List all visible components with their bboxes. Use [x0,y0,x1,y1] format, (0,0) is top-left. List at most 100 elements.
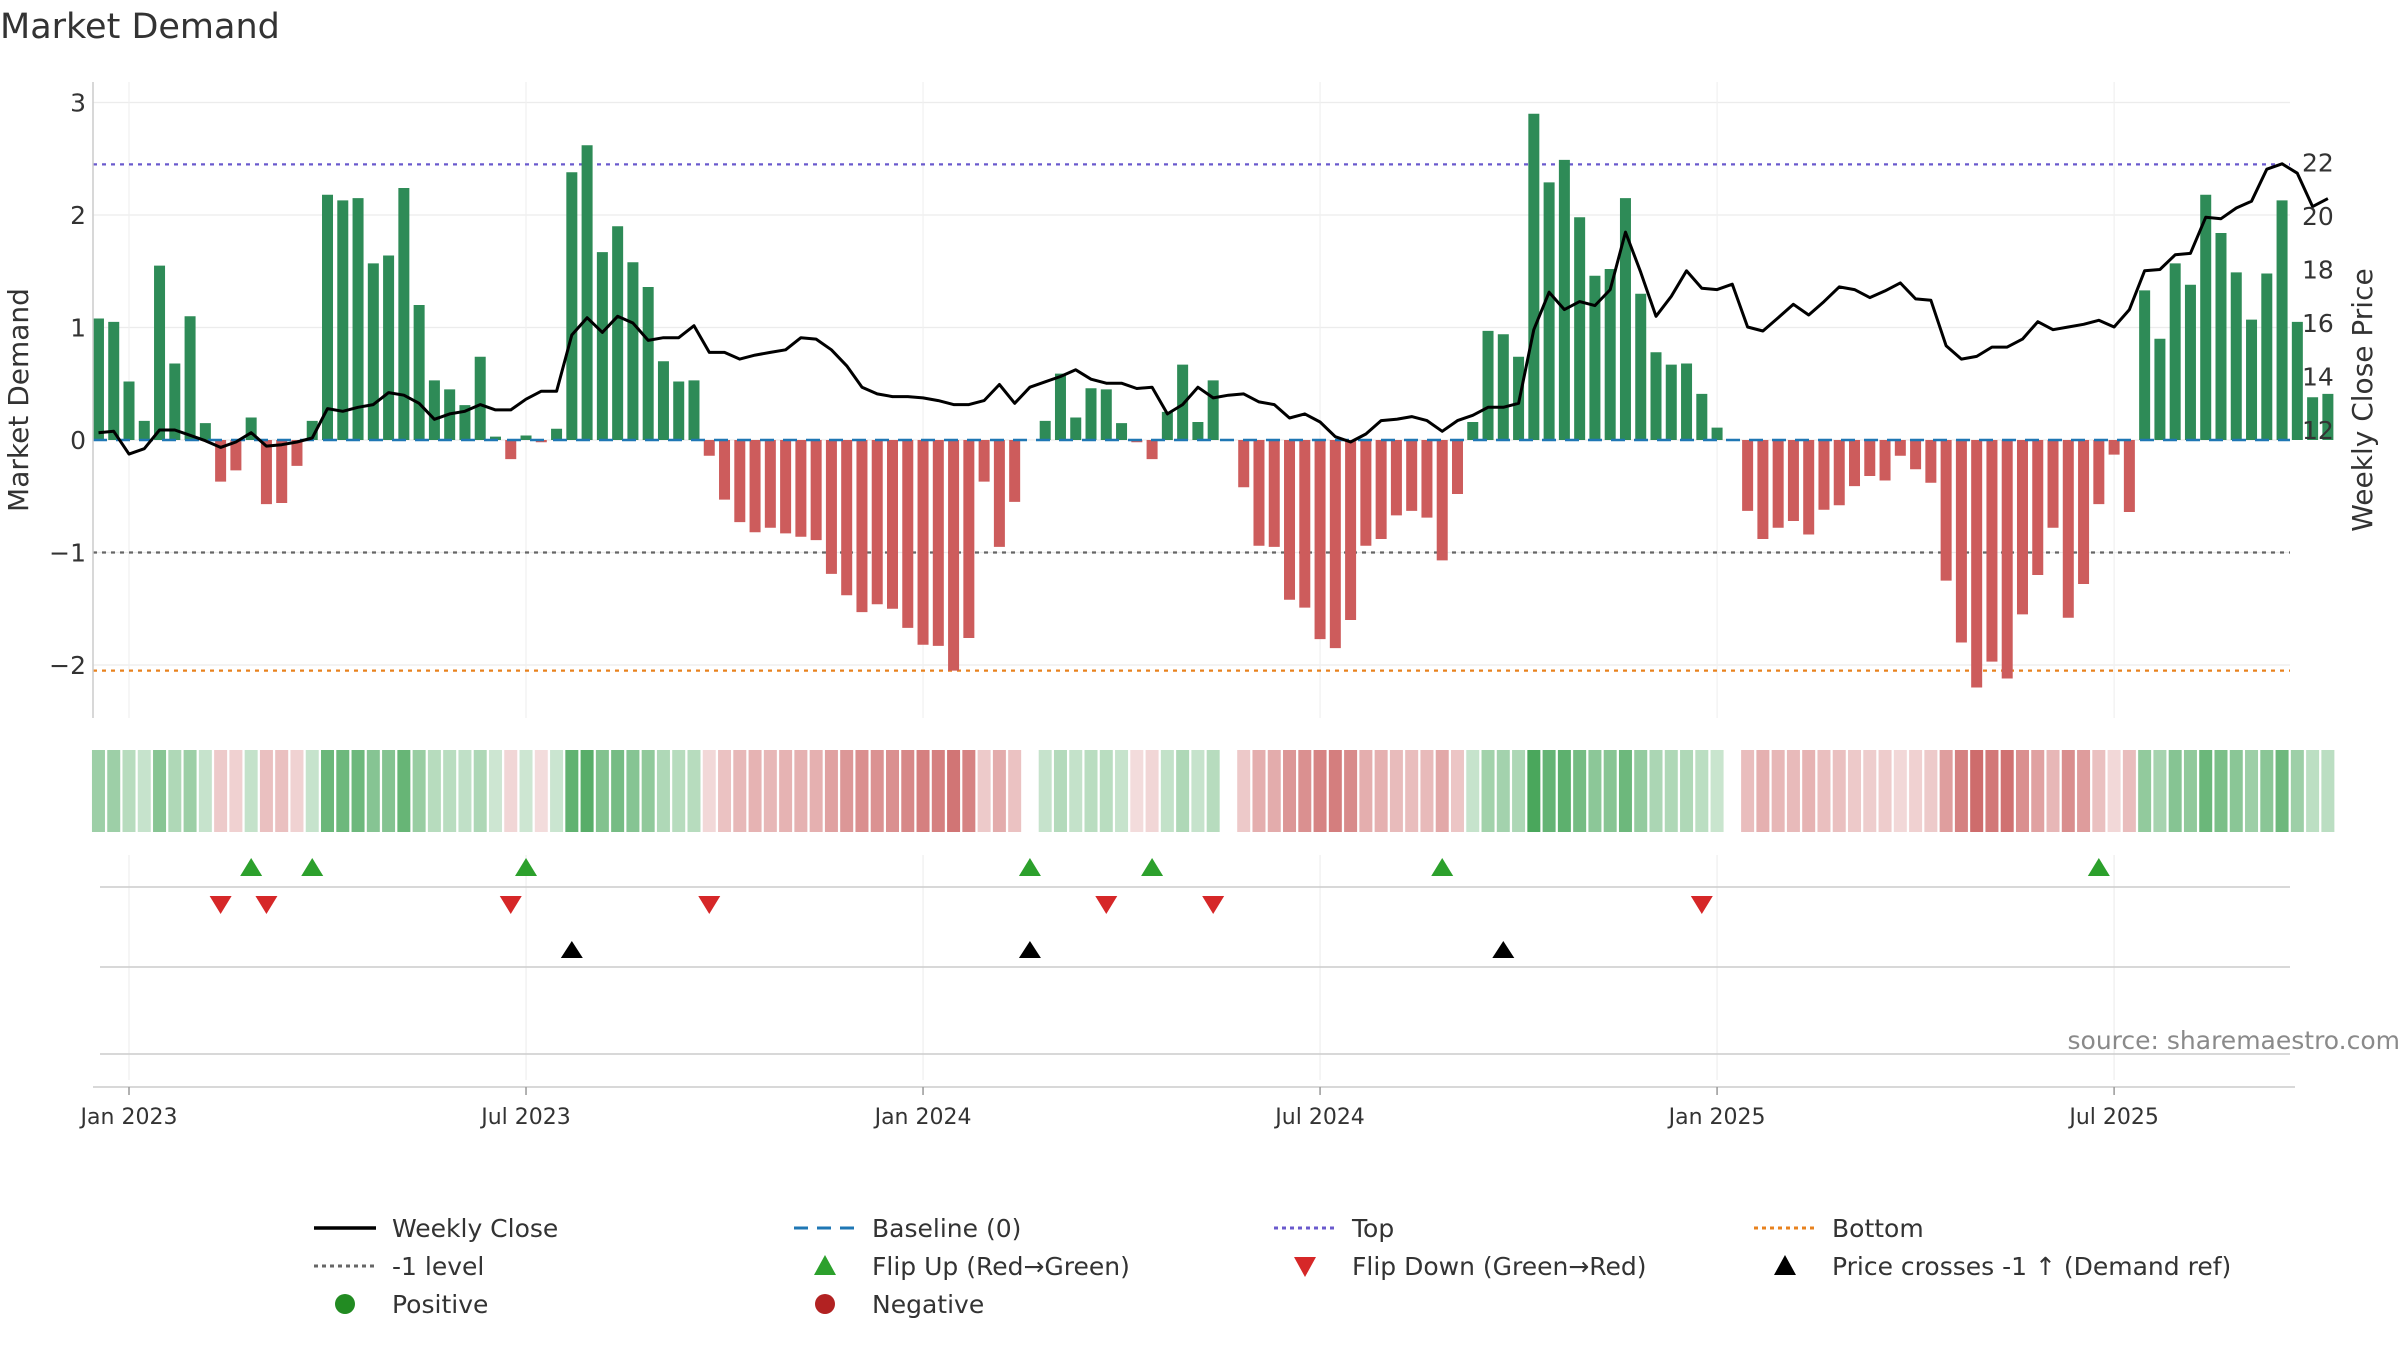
flip-down-marker [209,896,232,914]
demand-bar [2261,273,2273,440]
demand-bar [2016,440,2028,615]
demand-bar [291,440,303,466]
flip-up-marker [1141,858,1164,876]
strip-cell [2260,750,2274,832]
strip-cell [1817,750,1831,832]
demand-bar [154,265,166,440]
demand-bar [871,440,883,605]
y2-tick-label: 18 [2302,256,2334,285]
demand-bar [1314,440,1326,640]
demand-bar [2108,440,2120,455]
demand-bar [1955,440,1967,643]
strip-cell [718,750,732,832]
demand-bar [1039,420,1051,440]
strip-cell [2275,750,2289,832]
demand-bar [642,287,654,440]
demand-bar [963,440,975,638]
strip-cell [290,750,304,832]
strip-cell [2138,750,2152,832]
strip-cell [763,750,777,832]
source-note: source: sharemaestro.com [2068,1026,2400,1055]
strip-cell [1588,750,1602,832]
strip-cell [1130,750,1144,832]
demand-bar [1742,440,1754,511]
demand-bar [1604,269,1616,440]
strip-cell [488,750,502,832]
x-tick-label: Jul 2025 [2067,1105,2159,1130]
strip-cell [1924,750,1938,832]
demand-bar [1787,440,1799,521]
demand-bar [993,440,1005,547]
y2-tick-label: 20 [2302,202,2334,231]
demand-bar [1528,113,1540,440]
strip-cell [2183,750,2197,832]
demand-bar [1864,440,1876,476]
strip-cell [962,750,976,832]
strip-cell [1985,750,1999,832]
strip-cell [748,750,762,832]
demand-bar [337,200,349,440]
dotted-line-icon [314,1264,376,1268]
y2-tick-label: 22 [2302,149,2334,178]
strip-cell [504,750,518,832]
strip-cell [214,750,228,832]
demand-bar [1497,334,1509,440]
strip-cell [1435,750,1449,832]
strip-cell [1542,750,1556,832]
demand-bar [902,440,914,628]
strip-cell [1405,750,1419,832]
demand-bar [1681,363,1693,440]
legend-label: Flip Up (Red→Green) [872,1251,1130,1281]
strip-cell [1283,750,1297,832]
demand-bar [1818,440,1830,510]
price-cross-marker [1018,941,1041,958]
strip-cell [137,750,151,832]
demand-bar [1268,440,1280,547]
demand-bar [306,420,318,440]
tick-labels: 3 2 1 0 −1 −2 22 20 18 16 14 12 Jan 2023 Jul 2023 Jan … [49,89,2334,1131]
demand-bar [2047,440,2059,528]
demand-bar [1116,423,1128,440]
strip-cell [2061,750,2075,832]
legend-item-positive: Positive [310,1286,488,1322]
strip-cell [794,750,808,832]
strip-cell [855,750,869,832]
x-tick-label: Jan 2024 [873,1105,972,1130]
y-tick-label: −1 [49,539,86,568]
y-tick-label: −2 [49,651,86,680]
strip-cell [1160,750,1174,832]
strip-cell [107,750,121,832]
demand-bar [917,440,929,645]
demand-bar [2215,233,2227,440]
strip-cell [595,750,609,832]
demand-bar [1009,440,1021,502]
strip-cell [153,750,167,832]
demand-bar [612,226,624,440]
strip-cell [1909,750,1923,832]
demand-bar [1665,364,1677,440]
strip-cell [519,750,533,832]
demand-bar [1940,440,1952,581]
price-cross-marker [1492,941,1515,958]
demand-bar [1146,440,1158,460]
y-tick-label: 3 [70,89,86,118]
demand-bar [795,440,807,537]
demand-bar [2200,194,2212,440]
demand-bar [138,420,150,440]
strip-cell [443,750,457,832]
chart-title: Market Demand [0,7,280,47]
demand-bar [551,428,563,440]
strip-cell [2077,750,2091,832]
strip-cell [702,750,716,832]
demand-bar [1757,440,1769,539]
demand-bar [673,381,685,440]
strip-cell [1710,750,1724,832]
y2-axis-label: Weekly Close Price [2346,268,2379,531]
x-tick-label: Jan 2025 [1667,1105,1766,1130]
demand-bar [215,440,227,482]
strip-cell [336,750,350,832]
solid-line-icon [314,1226,376,1230]
demand-bars [92,113,2334,688]
strip-cell [1145,750,1159,832]
demand-bar [1161,411,1173,440]
